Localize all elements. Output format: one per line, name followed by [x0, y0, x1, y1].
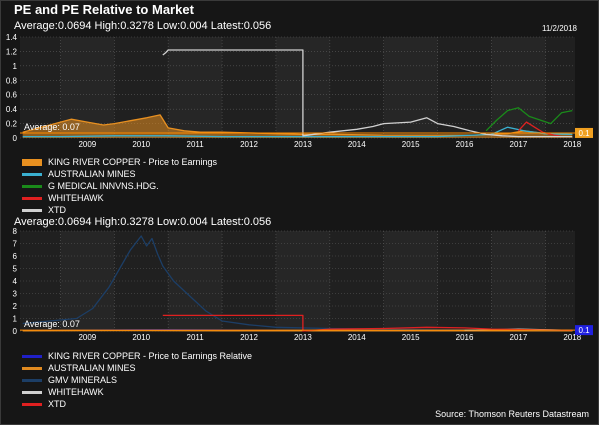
panel1-xtick-label: 2012 — [240, 140, 258, 149]
panel2-ytick-label: 1 — [13, 315, 18, 324]
panel1-series-line — [22, 126, 573, 138]
legend-item: GMV MINERALS — [22, 374, 252, 386]
legend-swatch — [22, 354, 42, 358]
panel1-xtick-label: 2013 — [294, 140, 312, 149]
panel2-xtick-label: 2015 — [402, 333, 420, 342]
panel1-series-line — [485, 107, 573, 132]
panel1-ytick-label: 0.6 — [6, 91, 18, 100]
panel2-ytick-label: 7 — [13, 240, 18, 249]
panel2-xtick-label: 2013 — [294, 333, 312, 342]
panel2-xtick-label: 2010 — [132, 333, 150, 342]
panel2-ytick-label: 3 — [13, 290, 18, 299]
panel1-ytick-label: 0.4 — [6, 105, 18, 114]
panel2-stats: Average:0.0694 High:0.3278 Low:0.004 Lat… — [14, 216, 272, 228]
legend-swatch — [22, 184, 42, 188]
panel1-xtick-label: 2014 — [348, 140, 366, 149]
panel1-legend: KING RIVER COPPER - Price to Earnings AUS… — [22, 156, 217, 216]
legend-swatch — [22, 208, 42, 212]
panel1-series-line — [517, 121, 562, 138]
panel1-ytick-label: 1.4 — [6, 33, 18, 42]
legend-swatch — [22, 172, 42, 176]
panel2-ytick-label: 6 — [13, 252, 18, 261]
legend-item: WHITEHAWK — [22, 386, 252, 398]
panel1-series-area — [22, 114, 573, 138]
legend-label: WHITEHAWK — [48, 387, 104, 397]
panel1-xtick-label: 2010 — [132, 140, 150, 149]
panel1-xtick-label: 2018 — [563, 140, 581, 149]
panel2-xtick-label: 2011 — [187, 333, 205, 342]
panel1-xtick-label: 2009 — [78, 140, 96, 149]
page-title: PE and PE Relative to Market — [14, 2, 194, 17]
panel1-stats: Average:0.0694 High:0.3278 Low:0.004 Lat… — [14, 20, 272, 32]
panel1-xtick-label: 2017 — [510, 140, 528, 149]
panel2-ytick-label: 0 — [13, 327, 18, 336]
panel2-xtick-label: 2014 — [348, 333, 366, 342]
panel2-xtick-label: 2017 — [510, 333, 528, 342]
legend-label: XTD — [48, 399, 66, 409]
legend-label: KING RIVER COPPER - Price to Earnings Re… — [48, 351, 253, 361]
legend-swatch — [22, 390, 42, 394]
panel2-xtick-label: 2016 — [456, 333, 474, 342]
panel1-year-band — [168, 37, 223, 138]
panel2-ytick-label: 5 — [13, 265, 18, 274]
legend-label: AUSTRALIAN MINES — [48, 169, 136, 179]
panel1-series-line — [162, 49, 573, 138]
legend-label: XTD — [48, 205, 66, 215]
panel2-ytick-label: 8 — [13, 227, 18, 236]
panel2-xtick-label: 2012 — [240, 333, 258, 342]
panel1-ytick-label: 0 — [13, 134, 18, 143]
legend-item: KING RIVER COPPER - Price to Earnings Re… — [22, 350, 252, 362]
panel1-year-band — [383, 37, 438, 138]
source-note: Source: Thomson Reuters Datastream — [435, 409, 589, 419]
legend-label: WHITEHAWK — [48, 193, 104, 203]
panel1-ytick-label: 0.2 — [6, 120, 18, 129]
legend-item: XTD — [22, 204, 217, 216]
panel1-latest-badge-label: 0.1 — [578, 129, 590, 138]
legend-swatch — [22, 366, 42, 370]
panel1-xtick-label: 2015 — [402, 140, 420, 149]
panel1-year-band — [491, 37, 546, 138]
panel1-latest-badge — [575, 127, 593, 138]
legend-swatch — [22, 378, 42, 382]
legend-swatch — [22, 196, 42, 200]
panel1-xtick-label: 2016 — [456, 140, 474, 149]
panel2-average-label: Average: 0.07 — [24, 319, 80, 329]
panel1-average-label: Average: 0.07 — [24, 122, 80, 132]
legend-label: G MEDICAL INNVNS.HDG. — [48, 181, 159, 191]
legend-item: XTD — [22, 398, 252, 410]
legend-label: GMV MINERALS — [48, 375, 118, 385]
legend-swatch — [22, 158, 42, 166]
legend-item: G MEDICAL INNVNS.HDG. — [22, 180, 217, 192]
panel1-ytick-label: 0.8 — [6, 76, 18, 85]
panel2-xtick-label: 2009 — [78, 333, 96, 342]
panel2-latest-badge — [575, 325, 593, 336]
panel1-ytick-label: 1 — [13, 62, 18, 71]
legend-label: KING RIVER COPPER - Price to Earnings — [48, 157, 218, 167]
panel2-xtick-label: 2018 — [563, 333, 581, 342]
panel2-year-band — [168, 231, 223, 331]
panel2-year-band — [60, 231, 115, 331]
legend-swatch — [22, 402, 42, 406]
panel2-ytick-label: 4 — [13, 277, 18, 286]
panel2-latest-badge-label: 0.1 — [578, 326, 590, 335]
chart-date: 11/2/2018 — [542, 24, 577, 33]
legend-item: AUSTRALIAN MINES — [22, 168, 217, 180]
legend-item: AUSTRALIAN MINES — [22, 362, 252, 374]
legend-label: AUSTRALIAN MINES — [48, 363, 136, 373]
panel1-xtick-label: 2011 — [187, 140, 205, 149]
legend-item: KING RIVER COPPER - Price to Earnings — [22, 156, 217, 168]
legend-item: WHITEHAWK — [22, 192, 217, 204]
panel2-ytick-label: 2 — [13, 302, 18, 311]
panel2-legend: KING RIVER COPPER - Price to Earnings Re… — [22, 350, 252, 410]
panel1-ytick-label: 1.2 — [6, 47, 18, 56]
panel2-series-line — [162, 314, 573, 332]
